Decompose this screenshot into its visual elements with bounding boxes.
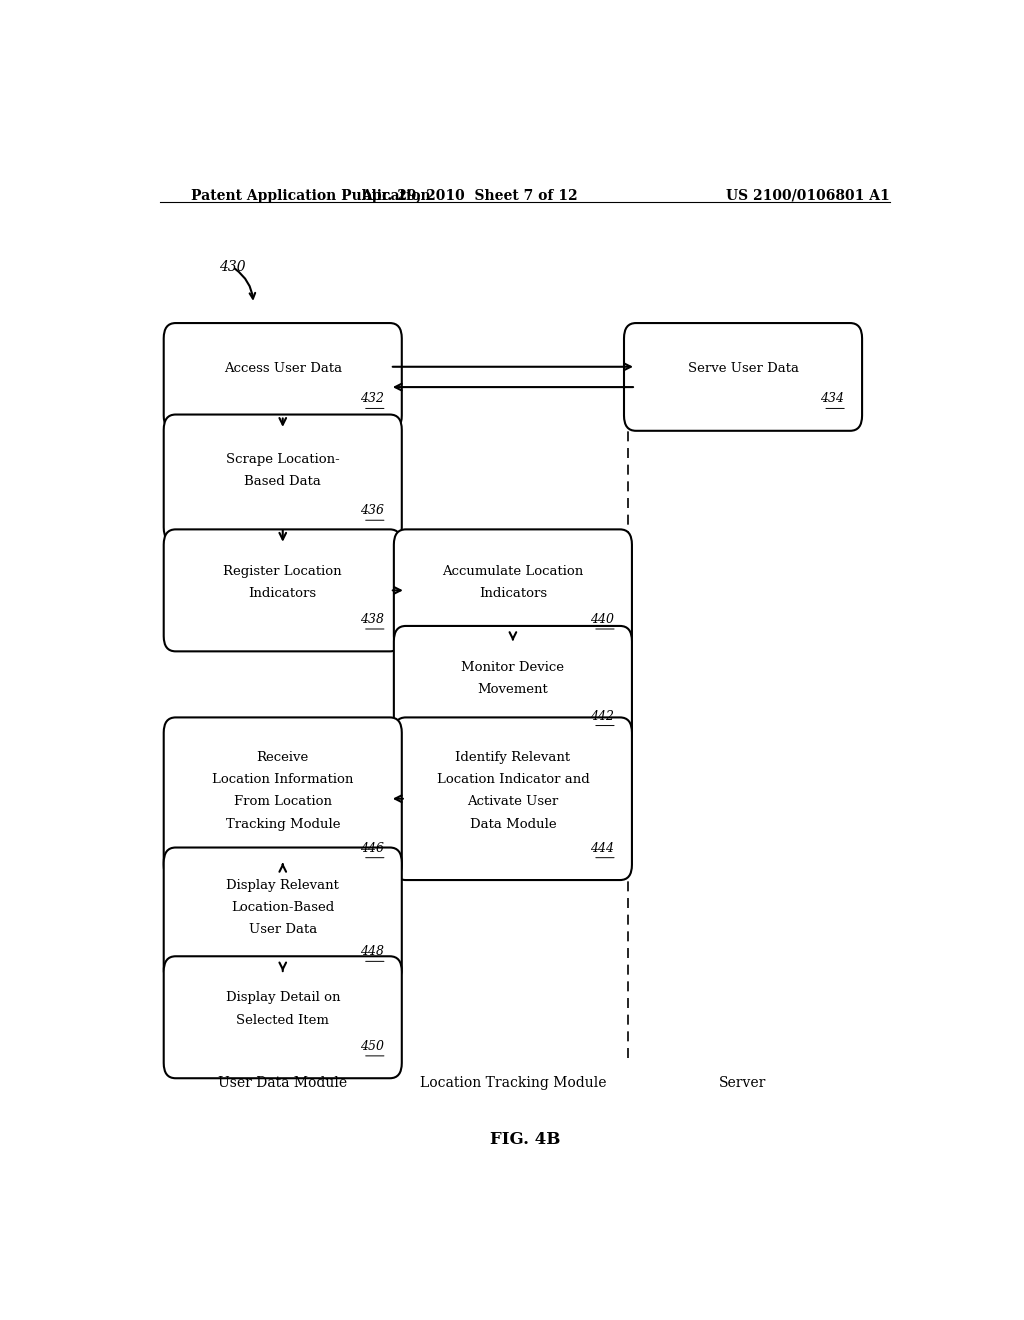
Text: Serve User Data: Serve User Data: [687, 362, 799, 375]
Text: Patent Application Publication: Patent Application Publication: [191, 189, 431, 203]
Text: FIG. 4B: FIG. 4B: [489, 1131, 560, 1147]
Text: Display Relevant: Display Relevant: [226, 879, 339, 891]
FancyBboxPatch shape: [164, 956, 401, 1078]
FancyBboxPatch shape: [394, 626, 632, 748]
Text: Location Indicator and: Location Indicator and: [436, 774, 589, 785]
Text: 432: 432: [359, 392, 384, 405]
FancyBboxPatch shape: [164, 718, 401, 880]
Text: Based Data: Based Data: [245, 475, 322, 488]
Text: Apr. 29, 2010  Sheet 7 of 12: Apr. 29, 2010 Sheet 7 of 12: [360, 189, 578, 203]
FancyBboxPatch shape: [164, 414, 401, 543]
FancyBboxPatch shape: [164, 847, 401, 983]
Text: Location Information: Location Information: [212, 774, 353, 785]
Text: Display Detail on: Display Detail on: [225, 991, 340, 1005]
Text: Indicators: Indicators: [249, 587, 316, 599]
Text: US 2100/0106801 A1: US 2100/0106801 A1: [726, 189, 890, 203]
Text: 444: 444: [590, 842, 613, 854]
Text: From Location: From Location: [233, 795, 332, 808]
Text: Scrape Location-: Scrape Location-: [226, 453, 340, 466]
Text: User Data Module: User Data Module: [218, 1076, 347, 1090]
Text: 430: 430: [219, 260, 246, 275]
Text: Identify Relevant: Identify Relevant: [456, 751, 570, 763]
Text: Receive: Receive: [257, 751, 309, 763]
FancyBboxPatch shape: [164, 323, 401, 430]
Text: 448: 448: [359, 945, 384, 958]
Text: Selected Item: Selected Item: [237, 1014, 329, 1027]
FancyBboxPatch shape: [394, 529, 632, 651]
Text: Indicators: Indicators: [479, 587, 547, 599]
Text: Location-Based: Location-Based: [231, 902, 335, 913]
Text: 442: 442: [590, 710, 613, 722]
Text: Monitor Device: Monitor Device: [462, 661, 564, 675]
Text: 440: 440: [590, 612, 613, 626]
Text: Activate User: Activate User: [467, 795, 558, 808]
Text: 436: 436: [359, 504, 384, 517]
Text: Location Tracking Module: Location Tracking Module: [420, 1076, 606, 1090]
Text: 450: 450: [359, 1040, 384, 1053]
Text: 446: 446: [359, 842, 384, 854]
FancyBboxPatch shape: [164, 529, 401, 651]
Text: Accumulate Location: Accumulate Location: [442, 565, 584, 578]
Text: Movement: Movement: [477, 684, 548, 697]
Text: Access User Data: Access User Data: [223, 362, 342, 375]
Text: Server: Server: [719, 1076, 767, 1090]
Text: Tracking Module: Tracking Module: [225, 817, 340, 830]
Text: User Data: User Data: [249, 924, 316, 936]
FancyBboxPatch shape: [394, 718, 632, 880]
Text: 438: 438: [359, 612, 384, 626]
Text: 434: 434: [820, 392, 844, 405]
FancyBboxPatch shape: [624, 323, 862, 430]
Text: Register Location: Register Location: [223, 565, 342, 578]
Text: Data Module: Data Module: [470, 817, 556, 830]
